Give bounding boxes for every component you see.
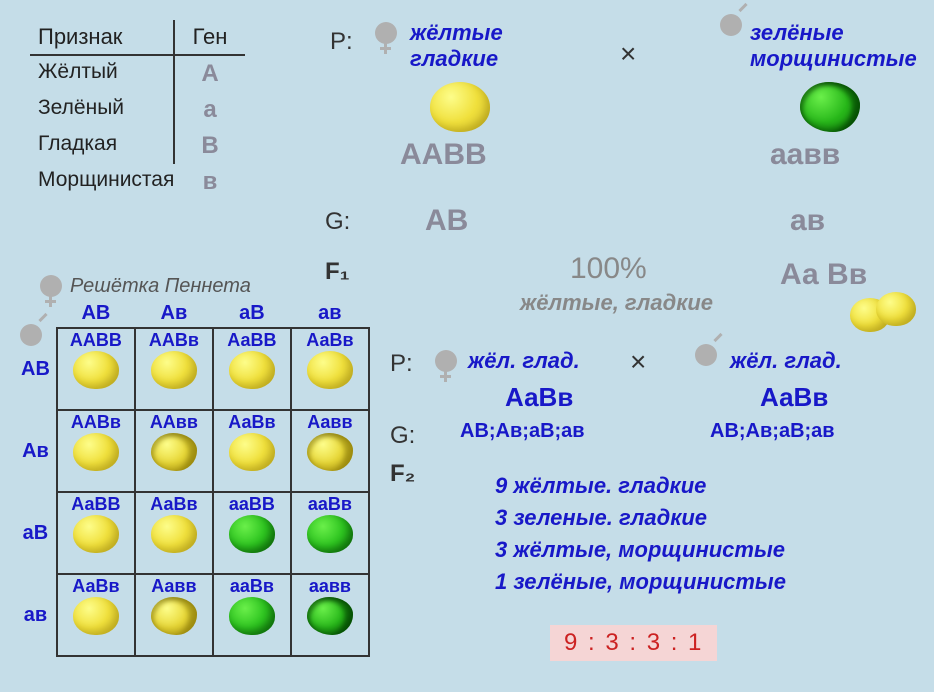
gene-cell: в xyxy=(175,164,245,200)
pea-icon xyxy=(229,515,275,553)
f2-results: 9 жёлтые. гладкие 3 зеленые. гладкие 3 ж… xyxy=(495,470,786,598)
pea-icon xyxy=(151,433,197,471)
punnett-label: Решётка Пеннета xyxy=(70,275,251,298)
gametes-2: АВ;Ав;аВ;ав xyxy=(710,420,835,443)
p-label-1: P: xyxy=(330,28,353,56)
punnett-row-header: аВ xyxy=(15,492,57,574)
gene-cell: А xyxy=(175,56,245,92)
parent1-pea xyxy=(430,80,490,132)
gene-cell: а xyxy=(175,92,245,128)
pea-icon xyxy=(307,515,353,553)
pea-icon xyxy=(229,351,275,389)
punnett-cell: ааВв xyxy=(291,492,369,574)
f1-peas xyxy=(850,290,922,344)
trait-cell: Гладкая xyxy=(30,128,175,164)
punnett-col-header: аВ xyxy=(213,300,291,328)
parent2-pheno: зелёные морщинистые xyxy=(750,20,917,72)
pea-icon xyxy=(151,597,197,635)
gamete-2: ав xyxy=(790,204,825,238)
pea-icon xyxy=(229,597,275,635)
punnett-cell: АаВв xyxy=(291,328,369,410)
parent2-geno: аавв xyxy=(770,138,840,172)
ratio-box: 9 : 3 : 3 : 1 xyxy=(550,625,717,661)
punnett-row-header: АВ xyxy=(15,328,57,410)
f2-label: F₂ xyxy=(390,460,415,488)
punnett-cell: ааВВ xyxy=(213,492,291,574)
pea-icon xyxy=(229,433,275,471)
parent2-2-geno: АаВв xyxy=(760,382,828,413)
punnett-cell: АаВВ xyxy=(57,492,135,574)
punnett-col-header: ав xyxy=(291,300,369,328)
punnett-col-header: Ав xyxy=(135,300,213,328)
gametes-1: АВ;Ав;аВ;ав xyxy=(460,420,585,443)
parent2-1-geno: АаВв xyxy=(505,382,573,413)
parent2-1-pheno: жёл. глад. xyxy=(468,348,580,374)
trait-gene-table: Признак Ген Жёлтый А Зелёный а Гладкая В… xyxy=(30,20,245,200)
g-label-2: G: xyxy=(390,422,415,450)
punnett-square: АВ Ав аВ ав АВ ААВВ ААВв АаВВ АаВв Ав АА… xyxy=(15,300,370,657)
punnett-cell: ААВВ xyxy=(57,328,135,410)
g-label-1: G: xyxy=(325,208,350,236)
punnett-row-header: Ав xyxy=(15,410,57,492)
parent1-female-icon xyxy=(375,22,397,44)
parent2-1-female-icon xyxy=(435,350,457,372)
punnett-cell: ААВв xyxy=(57,410,135,492)
pea-icon xyxy=(73,433,119,471)
f1-label: F₁ xyxy=(325,258,350,286)
f1-geno: Аа Вв xyxy=(780,258,867,292)
parent1-geno: ААВВ xyxy=(400,138,487,172)
punnett-cell: Аавв xyxy=(135,574,213,656)
f1-percent: 100% xyxy=(570,252,647,286)
trait-cell: Жёлтый xyxy=(30,56,175,92)
p-label-2: P: xyxy=(390,350,413,378)
punnett-cell: ААВв xyxy=(135,328,213,410)
pea-icon xyxy=(307,597,353,635)
pea-icon xyxy=(151,351,197,389)
punnett-cell: АаВв xyxy=(213,410,291,492)
trait-cell: Зелёный xyxy=(30,92,175,128)
trait-cell: Морщинистая xyxy=(30,164,175,200)
parent2-2-pheno: жёл. глад. xyxy=(730,348,842,374)
parent2-pea xyxy=(800,80,860,132)
punnett-col-header: АВ xyxy=(57,300,135,328)
parent1-pheno: жёлтые гладкие xyxy=(410,20,503,72)
trait-header: Признак xyxy=(30,20,175,54)
gene-cell: В xyxy=(175,128,245,164)
punnett-cell: ААвв xyxy=(135,410,213,492)
pea-icon xyxy=(73,597,119,635)
cross-x-1: × xyxy=(620,38,636,70)
punnett-gender-female xyxy=(40,275,62,297)
parent2-2-male-icon xyxy=(695,344,717,366)
pea-icon xyxy=(307,351,353,389)
gamete-1: АВ xyxy=(425,204,468,238)
pea-icon xyxy=(307,433,353,471)
parent2-male-icon xyxy=(720,14,742,36)
pea-icon xyxy=(73,515,119,553)
gene-header: Ген xyxy=(175,20,245,54)
punnett-cell: ааВв xyxy=(213,574,291,656)
punnett-cell: аавв xyxy=(291,574,369,656)
punnett-cell: АаВв xyxy=(135,492,213,574)
cross-x-2: × xyxy=(630,346,646,378)
punnett-cell: Аавв xyxy=(291,410,369,492)
punnett-cell: АаВв xyxy=(57,574,135,656)
pea-icon xyxy=(73,351,119,389)
f1-pheno: жёлтые, гладкие xyxy=(520,290,713,316)
punnett-cell: АаВВ xyxy=(213,328,291,410)
pea-icon xyxy=(151,515,197,553)
punnett-row-header: ав xyxy=(15,574,57,656)
